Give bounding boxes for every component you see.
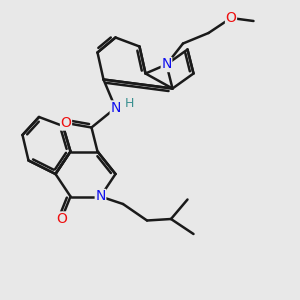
- Text: H: H: [124, 97, 134, 110]
- Text: N: N: [161, 58, 172, 71]
- Text: O: O: [61, 116, 71, 130]
- Text: N: N: [95, 190, 106, 203]
- Text: O: O: [226, 11, 236, 25]
- Text: N: N: [110, 101, 121, 115]
- Text: O: O: [56, 212, 67, 226]
